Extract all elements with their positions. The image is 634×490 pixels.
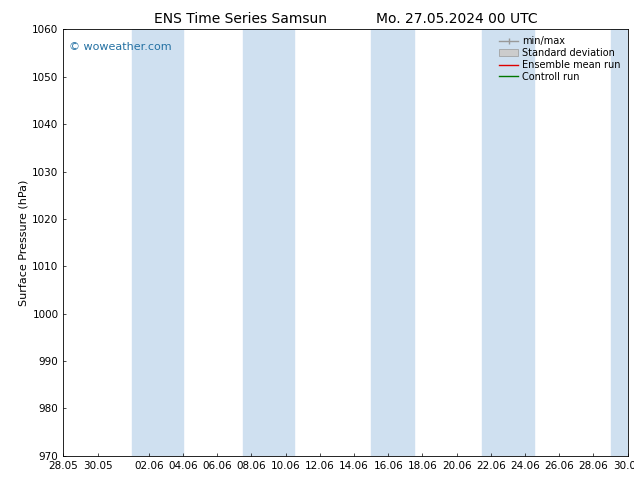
Bar [243,29,294,456]
Text: © woweather.com: © woweather.com [69,42,172,52]
Bar [611,29,634,456]
Text: Mo. 27.05.2024 00 UTC: Mo. 27.05.2024 00 UTC [376,12,537,26]
Text: ENS Time Series Samsun: ENS Time Series Samsun [155,12,327,26]
Y-axis label: Surface Pressure (hPa): Surface Pressure (hPa) [18,179,28,306]
Bar [132,29,183,456]
Bar [371,29,414,456]
Bar [482,29,534,456]
Legend: min/max, Standard deviation, Ensemble mean run, Controll run: min/max, Standard deviation, Ensemble me… [497,34,623,84]
